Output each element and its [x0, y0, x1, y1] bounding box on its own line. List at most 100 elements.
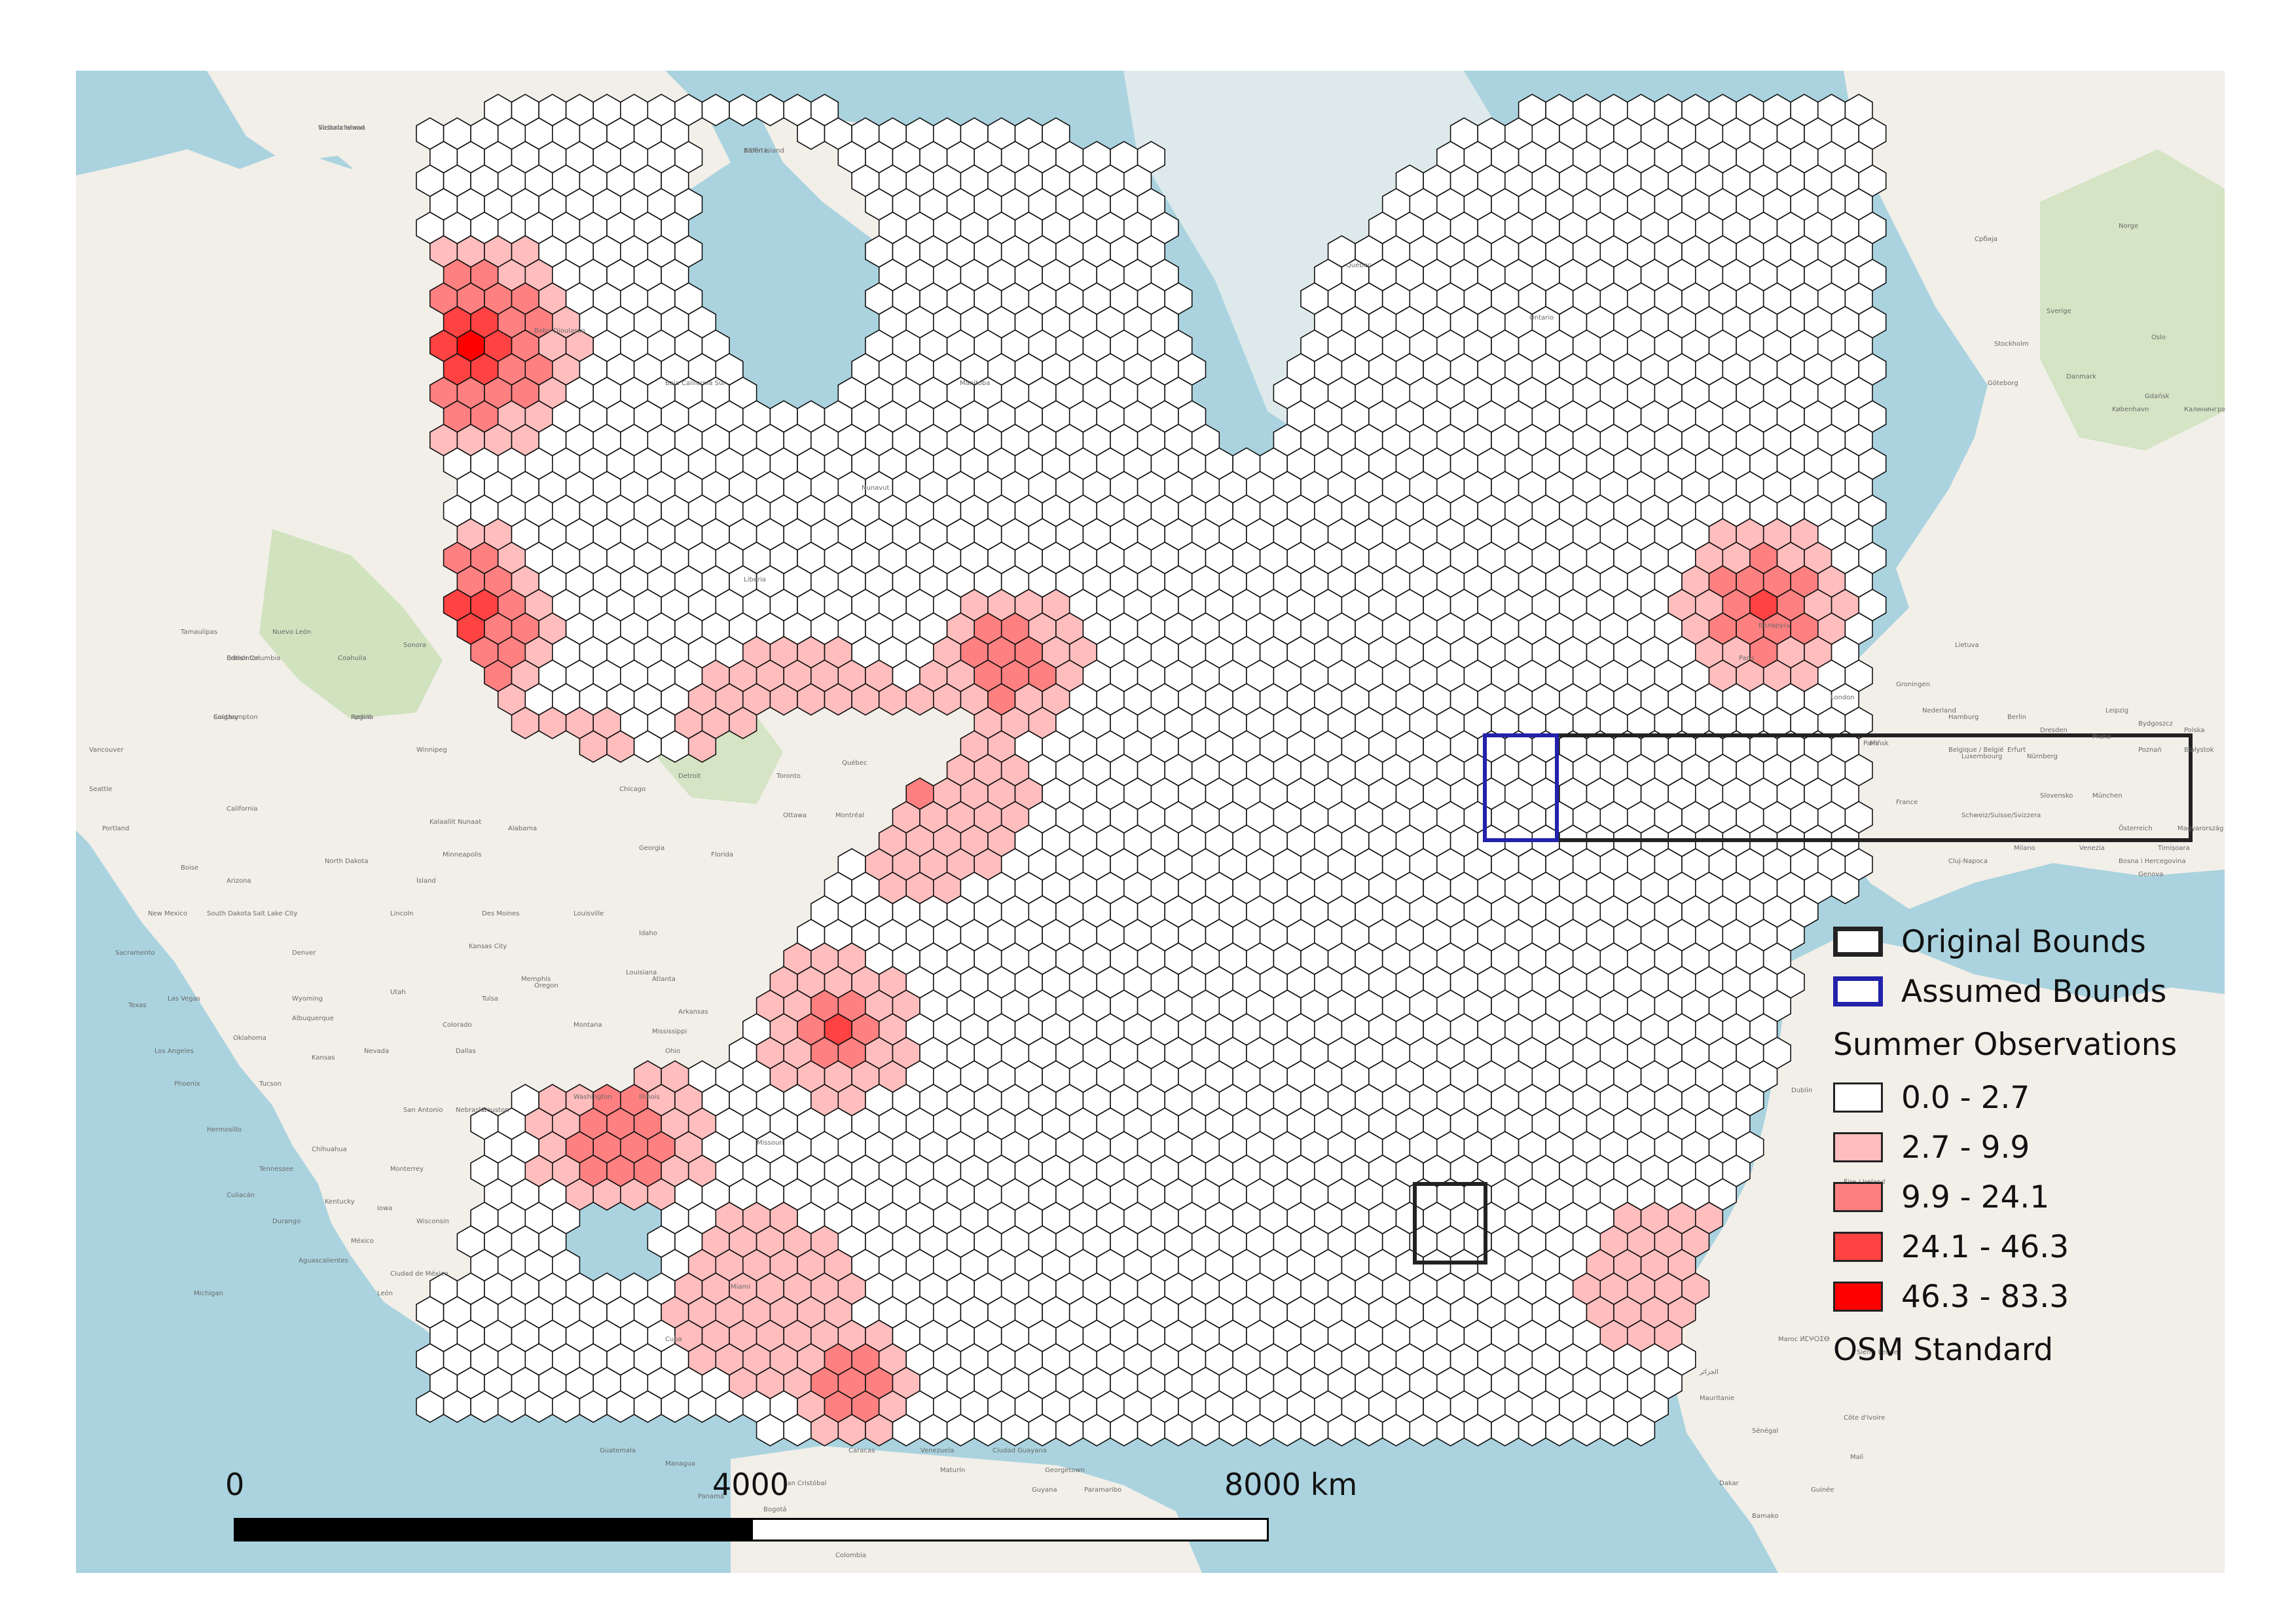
place-label: Houston	[482, 1107, 509, 1114]
place-label: Québec	[842, 759, 867, 767]
place-label: Denver	[292, 950, 316, 957]
place-label: Paris	[1863, 740, 1879, 747]
place-label: Calgary	[213, 714, 238, 721]
legend-original-bounds: Original Bounds	[1833, 917, 2226, 967]
place-label: Göteborg	[1988, 380, 2018, 387]
legend-class-2-label: 9.9 - 24.1	[1901, 1179, 2050, 1215]
place-label: Winnipeg	[416, 747, 447, 754]
place-label: Baja California Sur	[665, 380, 726, 387]
place-label: Genova	[2138, 871, 2163, 878]
place-label: Sénégal	[1752, 1427, 1778, 1435]
place-label: Bydgoszcz	[2138, 720, 2173, 728]
place-label: Erfurt	[2007, 747, 2026, 754]
place-label: Nebraska	[456, 1107, 486, 1114]
assumed-bounds-box[interactable]	[1483, 733, 1559, 842]
place-label: Bogotá	[763, 1505, 787, 1513]
place-label: Dakar	[1719, 1480, 1740, 1487]
place-label: Montréal	[835, 811, 864, 819]
place-label: Praha	[2092, 733, 2111, 741]
place-label: Liberia	[744, 576, 766, 583]
place-label: Managua	[665, 1460, 695, 1467]
place-label: Seattle	[89, 786, 112, 793]
place-label: León	[377, 1289, 393, 1297]
place-label: Iowa	[377, 1205, 392, 1212]
place-label: Tennessee	[259, 1166, 293, 1173]
place-label: Regina	[351, 714, 373, 721]
assumed-bounds-swatch	[1833, 976, 1883, 1006]
place-label: Paramaribo	[1084, 1486, 1121, 1494]
legend-class-0: 0.0 - 2.7	[1833, 1073, 2226, 1122]
place-label: Luxembourg	[1961, 753, 2002, 760]
place-label: Bosna i Hercegovina	[2119, 858, 2186, 865]
legend-basemap: OSM Standard	[1833, 1331, 2054, 1368]
legend-assumed-bounds: Assumed Bounds	[1833, 967, 2226, 1016]
place-label: Utah	[390, 989, 406, 996]
place-label: California	[227, 805, 258, 813]
place-label: Tamaulipas	[180, 629, 217, 636]
place-label: Guyana	[1032, 1486, 1057, 1494]
place-label: Portland	[102, 825, 129, 832]
place-label: Georgia	[639, 845, 665, 852]
map-canvas[interactable]: Victoria Island Baffin Island Edmonton Calg…	[76, 71, 2225, 1573]
place-label: Colorado	[443, 1022, 472, 1029]
place-label: Калининград	[2184, 406, 2225, 413]
place-label: Saskatchewan	[318, 124, 365, 132]
place-label: Côte d'Ivoire	[1844, 1414, 1885, 1422]
place-label: Paris	[1739, 655, 1755, 662]
place-label: Stockholm	[1994, 341, 2029, 348]
place-label: British Columbia	[227, 655, 280, 662]
place-label: Wisconsin	[416, 1218, 449, 1225]
map-frame[interactable]: Victoria Island Baffin Island Edmonton Calg…	[76, 71, 2225, 1573]
legend-original-bounds-label: Original Bounds	[1901, 923, 2146, 960]
place-label: Venezuela	[920, 1447, 954, 1454]
place-label: Las Vegas	[168, 995, 200, 1003]
place-label: Norge	[2119, 223, 2138, 230]
place-label: Sverige	[2047, 308, 2071, 315]
place-label: Idaho	[639, 930, 657, 937]
place-label: Ciudad Guayana	[993, 1447, 1047, 1454]
place-label: Timișoara	[2157, 845, 2190, 852]
place-label: Boise	[181, 864, 198, 872]
scale-bar-white-segment	[751, 1518, 1269, 1541]
legend-class-2: 9.9 - 24.1	[1833, 1172, 2226, 1222]
scale-label-mid: 4000	[712, 1467, 790, 1502]
legend-class-4: 46.3 - 83.3	[1833, 1272, 2226, 1321]
place-label: Ottawa	[783, 812, 807, 819]
place-label: Berlin	[2007, 714, 2026, 721]
place-label: Toronto	[776, 773, 801, 780]
place-label: Washington	[574, 1094, 612, 1101]
place-label: Belgique / België	[1948, 747, 2004, 754]
legend-class-1: 2.7 - 9.9	[1833, 1122, 2226, 1172]
land-greenland	[1123, 71, 1503, 437]
place-label: Manitoba	[960, 380, 990, 387]
legend-class-4-label: 46.3 - 83.3	[1901, 1278, 2069, 1315]
place-label: Bamako	[1752, 1513, 1778, 1520]
place-label: Minneapolis	[443, 851, 482, 858]
place-label: Slovensko	[2040, 792, 2073, 800]
place-label: Montana	[574, 1022, 602, 1029]
place-label: Lincoln	[390, 910, 413, 917]
place-label: Maturín	[940, 1466, 965, 1474]
place-labels: Victoria Island Baffin Island Edmonton Calg…	[89, 124, 2225, 1559]
place-label: Hamburg	[1948, 714, 1978, 721]
place-label: Mińsk	[1870, 739, 1889, 747]
place-label: Michigan	[194, 1290, 223, 1297]
place-label: Mississippi	[652, 1028, 687, 1035]
place-label: Edmonton	[227, 655, 260, 662]
place-label: Białystok	[2184, 747, 2214, 754]
place-label: Ohio	[665, 1048, 680, 1055]
place-label: Dublin	[1791, 1087, 1812, 1094]
place-label: Mali	[1850, 1454, 1863, 1461]
place-label: Texas	[128, 1002, 147, 1009]
place-label: Chicago	[619, 786, 646, 793]
place-label: Louisiana	[626, 969, 657, 976]
place-label: México	[351, 1237, 374, 1245]
place-label: London	[1831, 694, 1855, 701]
legend-class-4-swatch	[1833, 1282, 1883, 1312]
hex-cell	[1627, 1414, 1656, 1447]
place-label: Memphis	[521, 976, 551, 983]
place-label: Nederland	[1922, 707, 1956, 714]
place-label: Ísland	[416, 876, 436, 885]
place-label: Louisville	[574, 910, 604, 917]
original-bounds-box-south[interactable]	[1413, 1182, 1487, 1264]
